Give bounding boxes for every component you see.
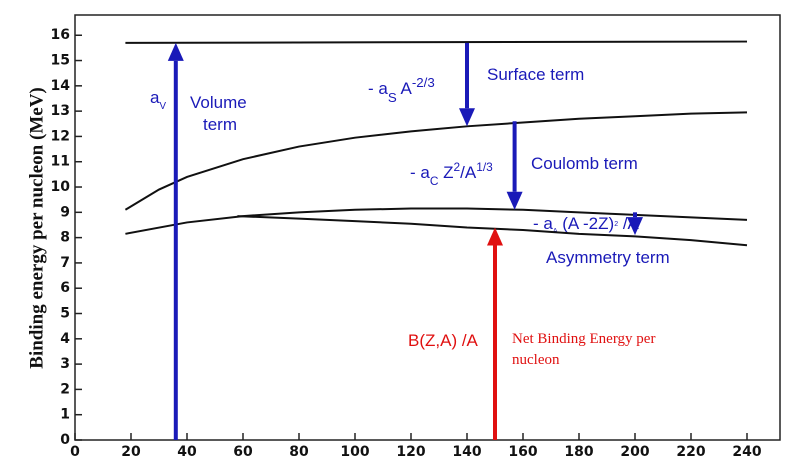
arrow-head xyxy=(167,42,184,61)
x-tick-label: 100 xyxy=(340,444,369,460)
y-axis-label: Binding energy per nucleon (MeV) xyxy=(26,87,47,368)
net-label: nucleon xyxy=(512,352,560,368)
y-tick-label: 14 xyxy=(51,78,71,94)
arrow xyxy=(459,42,475,127)
x-tick-label: 120 xyxy=(396,444,425,460)
x-tick-label: 0 xyxy=(70,444,80,460)
formula-part: (A -2Z) xyxy=(558,214,615,233)
formula-part: - a xyxy=(368,79,388,98)
formula-part: Z xyxy=(438,163,453,182)
y-tick-label: 13 xyxy=(51,103,70,119)
arrow-head xyxy=(506,191,523,210)
volume-label: Volume xyxy=(190,93,247,112)
formula-part: A xyxy=(397,79,413,98)
formula-part: - a xyxy=(410,163,430,182)
x-tick-label: 180 xyxy=(564,444,593,460)
y-tick-label: 4 xyxy=(60,331,70,347)
formula-part: - a xyxy=(533,214,553,233)
y-tick-label: 15 xyxy=(51,53,70,69)
y-tick-label: 0 xyxy=(60,432,70,448)
x-tick-label: 60 xyxy=(233,444,253,460)
x-tick-label: 140 xyxy=(452,444,481,460)
curve xyxy=(125,207,748,235)
y-tick-label: 3 xyxy=(60,356,70,372)
x-tick-label: 80 xyxy=(289,444,309,460)
asymmetry-formula: - aA (A -2Z)2 /A xyxy=(533,214,640,235)
formula-part: /A xyxy=(460,163,477,182)
arrow xyxy=(487,227,503,440)
x-tick-label: 40 xyxy=(177,444,197,460)
arrow xyxy=(506,121,523,210)
volume-label: term xyxy=(203,115,237,134)
curve xyxy=(124,111,748,211)
formula-part: 2 xyxy=(454,160,461,174)
y-tick-label: 1 xyxy=(60,407,70,423)
net-formula: B(Z,A) /A xyxy=(408,331,479,350)
x-tick-label: 240 xyxy=(732,444,761,460)
y-tick-label: 2 xyxy=(60,381,70,397)
arrow xyxy=(627,212,643,236)
x-tick-label: 20 xyxy=(121,444,141,460)
asymmetry-label: Asymmetry term xyxy=(546,248,670,267)
formula-part: C xyxy=(430,174,439,188)
net-label: Net Binding Energy per xyxy=(512,331,655,347)
arrow-head xyxy=(627,217,643,236)
y-tick-label: 10 xyxy=(51,179,71,195)
x-tick-label: 200 xyxy=(620,444,649,460)
arrow xyxy=(167,42,184,440)
formula-part: 1/3 xyxy=(476,160,493,174)
formula-part: -2/3 xyxy=(412,75,435,90)
formula-part: S xyxy=(388,90,397,105)
formula-part: A xyxy=(553,228,558,235)
y-tick-label: 16 xyxy=(51,27,70,43)
y-tick-label: 5 xyxy=(60,306,70,322)
formula-part: 2 xyxy=(614,221,618,228)
x-tick-label: 220 xyxy=(676,444,705,460)
surface-formula: - aS A-2/3 xyxy=(368,75,435,105)
surface-label: Surface term xyxy=(487,65,584,84)
plot-frame xyxy=(74,14,781,441)
formula-part: a xyxy=(150,88,160,107)
volume-coef: aV xyxy=(150,88,166,112)
y-tick-label: 12 xyxy=(51,128,70,144)
y-tick-label: 8 xyxy=(60,230,70,246)
arrow-head xyxy=(459,108,475,127)
formula-part: V xyxy=(159,101,166,112)
arrow-head xyxy=(487,227,503,246)
coulomb-formula: - aC Z2/A1/3 xyxy=(410,160,493,188)
y-tick-label: 6 xyxy=(60,280,70,296)
y-tick-label: 7 xyxy=(60,255,70,271)
x-tick-label: 160 xyxy=(508,444,537,460)
y-tick-label: 9 xyxy=(60,204,70,220)
curve xyxy=(125,40,748,44)
y-tick-label: 11 xyxy=(51,154,70,170)
coulomb-label: Coulomb term xyxy=(531,154,638,173)
